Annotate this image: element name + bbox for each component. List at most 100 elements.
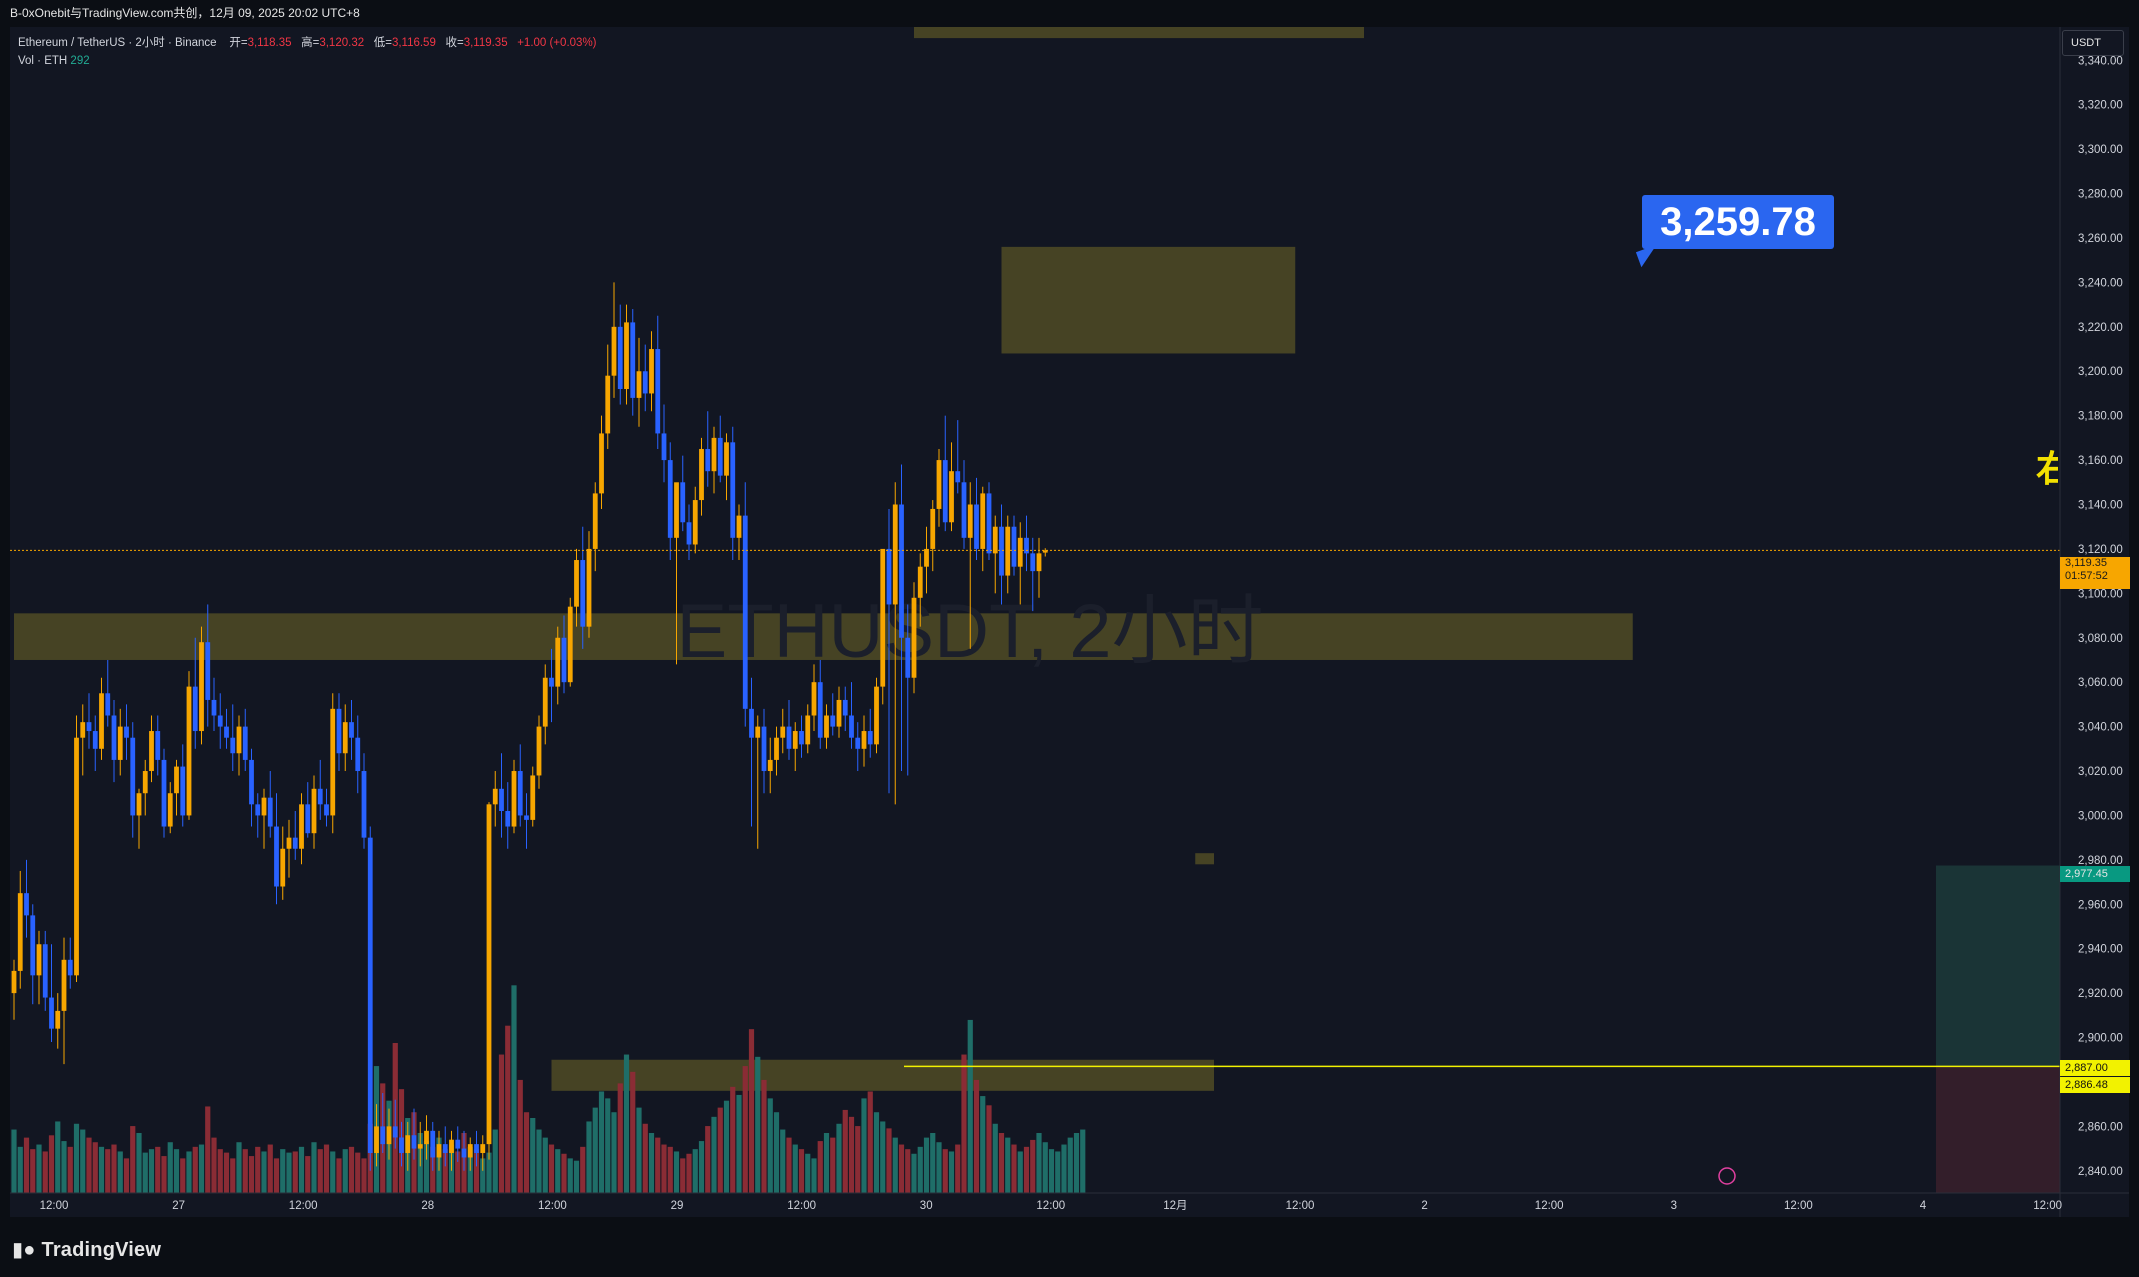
candle-body (686, 522, 692, 545)
candle-body (161, 759, 167, 827)
candle-body (949, 471, 954, 523)
legend-high-value: 3,120.32 (319, 37, 365, 49)
candle-body (599, 433, 604, 494)
volume-bar (261, 1151, 267, 1193)
candle-body (867, 731, 873, 745)
y-tick-label: 3,060.00 (2078, 677, 2123, 689)
legend-open-value: 3,118.35 (247, 37, 292, 49)
x-tick-label: 12:00 (289, 1200, 318, 1212)
volume-bar (11, 1129, 17, 1193)
take-profit-box (1936, 865, 2060, 1067)
price-callout[interactable]: 3,259.78 (1642, 195, 1834, 249)
price-chart[interactable]: ETHUSDT, 2小时 2,840.002,860.002,880.002,9… (10, 27, 2129, 1217)
legend-close-value: 3,119.35 (463, 37, 508, 49)
volume-bar (892, 1137, 898, 1193)
candle-body (124, 726, 129, 738)
volume-bar (17, 1146, 23, 1193)
volume-bar (636, 1107, 642, 1193)
volume-bar (305, 1156, 311, 1193)
volume-bar (930, 1133, 936, 1193)
volume-bar (123, 1158, 130, 1193)
volume-bar (1030, 1139, 1036, 1193)
yellow-level-badge-1: 2,887.00 (2060, 1060, 2130, 1076)
x-tick-label: 12:00 (2033, 1200, 2062, 1212)
candle-body (661, 433, 667, 461)
volume-bar (1011, 1144, 1017, 1193)
volume-bar (105, 1149, 111, 1193)
candle-body (405, 1135, 411, 1154)
candle-body (992, 526, 998, 554)
tradingview-logo-icon: ▮● (12, 1239, 36, 1261)
volume-bar (542, 1137, 548, 1193)
candle-body (474, 1144, 479, 1154)
volume-bar (336, 1158, 342, 1193)
y-tick-label: 3,300.00 (2078, 144, 2123, 156)
candle-body (567, 606, 573, 683)
volume-bar (955, 1144, 961, 1193)
tradingview-logo[interactable]: ▮● TradingView (12, 1237, 161, 1262)
volume-bar (505, 1025, 511, 1193)
volume-bar (911, 1153, 917, 1193)
candle-body (530, 775, 536, 820)
y-tick-label: 3,280.00 (2078, 189, 2123, 201)
volume-bar (155, 1146, 161, 1193)
volume-bar (886, 1128, 892, 1193)
y-tick-label: 3,340.00 (2078, 55, 2123, 67)
volume-bar (823, 1133, 830, 1193)
candle-body (667, 460, 673, 538)
legend-low-value: 3,116.59 (391, 37, 436, 49)
y-tick-label: 3,100.00 (2078, 588, 2123, 600)
candle-body (636, 371, 642, 398)
volume-bar (736, 1094, 742, 1193)
y-tick-label: 3,140.00 (2078, 500, 2123, 512)
volume-bar (242, 1149, 248, 1193)
y-tick-label: 2,860.00 (2078, 1121, 2123, 1133)
volume-bar (767, 1098, 773, 1193)
volume-bar (792, 1144, 798, 1193)
candle-body (367, 837, 373, 1154)
y-tick-label: 3,000.00 (2078, 810, 2123, 822)
alert-icon (1718, 1167, 1736, 1185)
volume-bar (642, 1123, 648, 1193)
candle-body (1017, 537, 1023, 567)
volume-bar (630, 1071, 636, 1193)
candle-body (655, 349, 661, 434)
volume-bar (1005, 1137, 1011, 1193)
candle-body (955, 471, 961, 483)
volume-bar (361, 1158, 367, 1193)
candle-body (380, 1126, 386, 1145)
candle-body (1030, 553, 1036, 572)
green-level-value: 2,977.45 (2065, 868, 2108, 880)
volume-bar (686, 1153, 692, 1193)
candle-body (342, 722, 348, 754)
candle-body (149, 731, 154, 772)
volume-bar (1055, 1151, 1061, 1193)
volume-bar (348, 1146, 355, 1193)
volume-bar (605, 1098, 611, 1193)
y-tick-label: 3,180.00 (2078, 411, 2123, 423)
volume-bar (692, 1149, 698, 1193)
volume-bar (73, 1123, 80, 1193)
candle-body (924, 548, 929, 567)
volume-bar (136, 1133, 142, 1193)
volume-bar (273, 1158, 280, 1193)
volume-bar (167, 1142, 173, 1193)
volume-bar (967, 1019, 973, 1193)
axis-layer: 2,840.002,860.002,880.002,900.002,920.00… (10, 27, 2129, 1217)
volume-bar (217, 1149, 223, 1193)
candle-body (467, 1144, 473, 1158)
y-tick-label: 2,840.00 (2078, 1166, 2123, 1178)
volume-bar (948, 1151, 955, 1193)
candle-body (574, 560, 579, 607)
volume-bar (80, 1129, 86, 1193)
candle-body (524, 815, 529, 820)
volume-bar (311, 1142, 317, 1193)
candle-body (217, 715, 223, 727)
volume-bar (1080, 1129, 1086, 1193)
candle-body (417, 1144, 423, 1149)
volume-bar (811, 1158, 817, 1193)
volume-bar (67, 1146, 73, 1193)
volume-bar (36, 1144, 42, 1193)
currency-selector-button[interactable]: USDT (2062, 30, 2124, 56)
volume-bar (798, 1149, 805, 1193)
